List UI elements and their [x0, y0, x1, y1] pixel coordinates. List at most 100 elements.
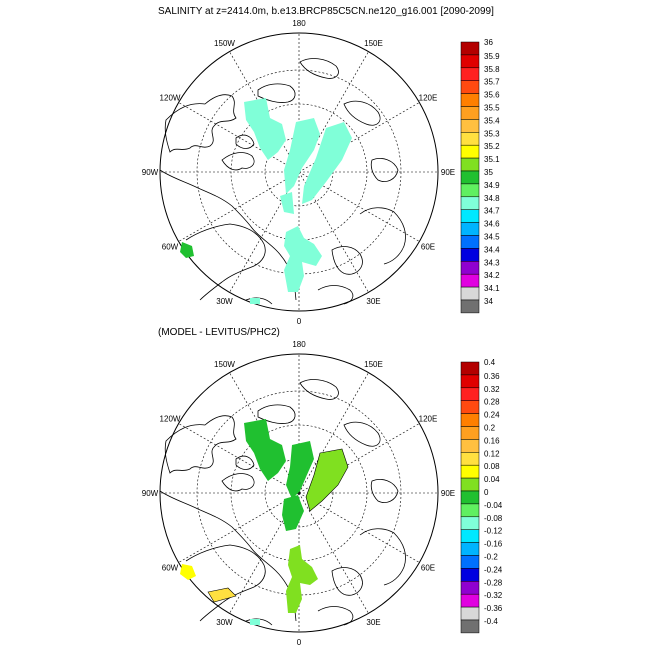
colorbar-box — [460, 67, 480, 81]
lon-label-120e: 120E — [419, 94, 438, 103]
colorbar-box — [460, 452, 480, 466]
colorbar-label: 35.5 — [484, 104, 500, 113]
field-region-green — [180, 242, 194, 258]
longitude-labels: 180 150E 120E 90E 60E 30E 0 30W 60W 90W … — [142, 340, 455, 647]
colorbar-box — [460, 80, 480, 94]
lon-label-120w: 120W — [160, 94, 181, 103]
colorbar-label: -0.36 — [484, 604, 503, 613]
field-region-yellow — [207, 587, 237, 603]
colorbar-box — [460, 516, 480, 530]
lon-label-30w: 30W — [216, 618, 233, 627]
colorbar-box — [460, 222, 480, 236]
colorbar-label: 0 — [484, 488, 489, 497]
colorbar-box — [460, 490, 480, 505]
field-region — [284, 118, 320, 194]
meridian-line — [298, 423, 420, 494]
colorbar-box — [460, 299, 480, 314]
colorbar-box — [460, 426, 480, 440]
colorbar-label: 34 — [484, 297, 493, 306]
meridian-line — [298, 102, 420, 173]
meridian-line — [178, 171, 300, 242]
colorbar-box — [460, 41, 480, 56]
colorbar-box — [460, 568, 480, 582]
colorbar-label: 35.3 — [484, 129, 500, 138]
coastlines — [159, 58, 406, 305]
difference-colorbar: 0.4 0.36 0.32 0.28 0.24 0.2 0.16 0.12 0.08 0.04 0 -… — [460, 358, 503, 634]
meridian-line — [229, 171, 300, 293]
lon-label-150w: 150W — [214, 39, 235, 48]
colorbar-label: 34.8 — [484, 194, 500, 203]
lon-label-150e: 150E — [364, 39, 383, 48]
colorbar-label: 34.7 — [484, 207, 500, 216]
colorbar-box — [460, 144, 480, 159]
colorbar-label: 0.36 — [484, 372, 500, 381]
colorbar-label: 0.08 — [484, 462, 500, 471]
field-region — [284, 226, 322, 292]
difference-panel: (MODEL - LEVITUS/PHC2) 180 150E 120E 90E… — [142, 327, 503, 647]
colorbar-box — [460, 119, 480, 133]
meridian-line — [298, 171, 369, 293]
colorbar-box — [460, 286, 480, 301]
colorbar-label: -0.32 — [484, 591, 503, 600]
meridian-line — [298, 492, 420, 563]
colorbar-box — [460, 170, 480, 185]
field-region — [302, 122, 352, 204]
field-region — [286, 441, 314, 499]
field-region — [244, 98, 286, 160]
colorbar-label: 34.3 — [484, 258, 500, 267]
colorbar-label: 35.9 — [484, 52, 500, 61]
colorbar-label: 0.16 — [484, 436, 500, 445]
map-disc: 180 150E 120E 90E 60E 30E 0 30W 60W 90W … — [142, 19, 455, 326]
lon-label-120w: 120W — [160, 415, 181, 424]
colorbar-label: 0.2 — [484, 424, 496, 433]
colorbar-box — [460, 261, 480, 275]
meridian-line — [298, 51, 369, 173]
difference-field — [244, 419, 349, 625]
colorbar-box — [460, 361, 480, 376]
colorbar-label: 35.7 — [484, 78, 500, 87]
colorbar-label: 34.4 — [484, 245, 500, 254]
lon-label-90e: 90E — [441, 489, 455, 498]
field-region — [280, 192, 294, 214]
colorbar-label: 35.6 — [484, 91, 500, 100]
colorbar-label: 34.5 — [484, 233, 500, 242]
colorbar-label: 0.4 — [484, 358, 496, 367]
colorbar-label: 34.9 — [484, 181, 500, 190]
colorbar-box — [460, 413, 480, 427]
colorbar-box — [460, 555, 480, 569]
meridian-line — [229, 492, 300, 614]
salinity-field — [244, 98, 352, 304]
colorbar-box — [460, 273, 480, 288]
lon-label-60w: 60W — [162, 564, 179, 573]
meridian-line — [178, 423, 300, 494]
lon-label-30w: 30W — [216, 297, 233, 306]
colorbar-box — [460, 106, 480, 120]
colorbar-box — [460, 374, 480, 389]
colorbar-box — [460, 464, 480, 479]
colorbar-box — [460, 477, 480, 492]
colorbar-box — [460, 196, 480, 210]
colorbar-label: 0.12 — [484, 449, 500, 458]
colorbar-label: -0.16 — [484, 540, 503, 549]
lon-label-90w: 90W — [142, 168, 159, 177]
lon-label-60w: 60W — [162, 243, 179, 252]
field-region-yellow — [180, 564, 196, 580]
salinity-title: SALINITY at z=2414.0m, b.e13.BRCP85C5CN.… — [158, 6, 494, 17]
colorbar-label: 35.2 — [484, 142, 500, 151]
colorbar-label: 0.24 — [484, 411, 500, 420]
meridian-line — [298, 171, 420, 242]
colorbar-label: 35.4 — [484, 116, 500, 125]
lon-label-180: 180 — [292, 19, 306, 28]
colorbar-box — [460, 93, 480, 107]
salinity-colorbar: 36 35.9 35.8 35.7 35.6 35.5 35.4 35.3 35.2 35.1 35… — [460, 38, 500, 314]
lon-label-60e: 60E — [421, 243, 435, 252]
colorbar-box — [460, 542, 480, 556]
lon-label-120e: 120E — [419, 415, 438, 424]
colorbar-labels: 0.4 0.36 0.32 0.28 0.24 0.2 0.16 0.12 0.08 0.04 0 -… — [484, 358, 503, 626]
meridian-line — [298, 372, 369, 494]
meridian-line — [178, 102, 300, 173]
colorbar-label: 35.8 — [484, 65, 500, 74]
lon-label-90w: 90W — [142, 489, 159, 498]
